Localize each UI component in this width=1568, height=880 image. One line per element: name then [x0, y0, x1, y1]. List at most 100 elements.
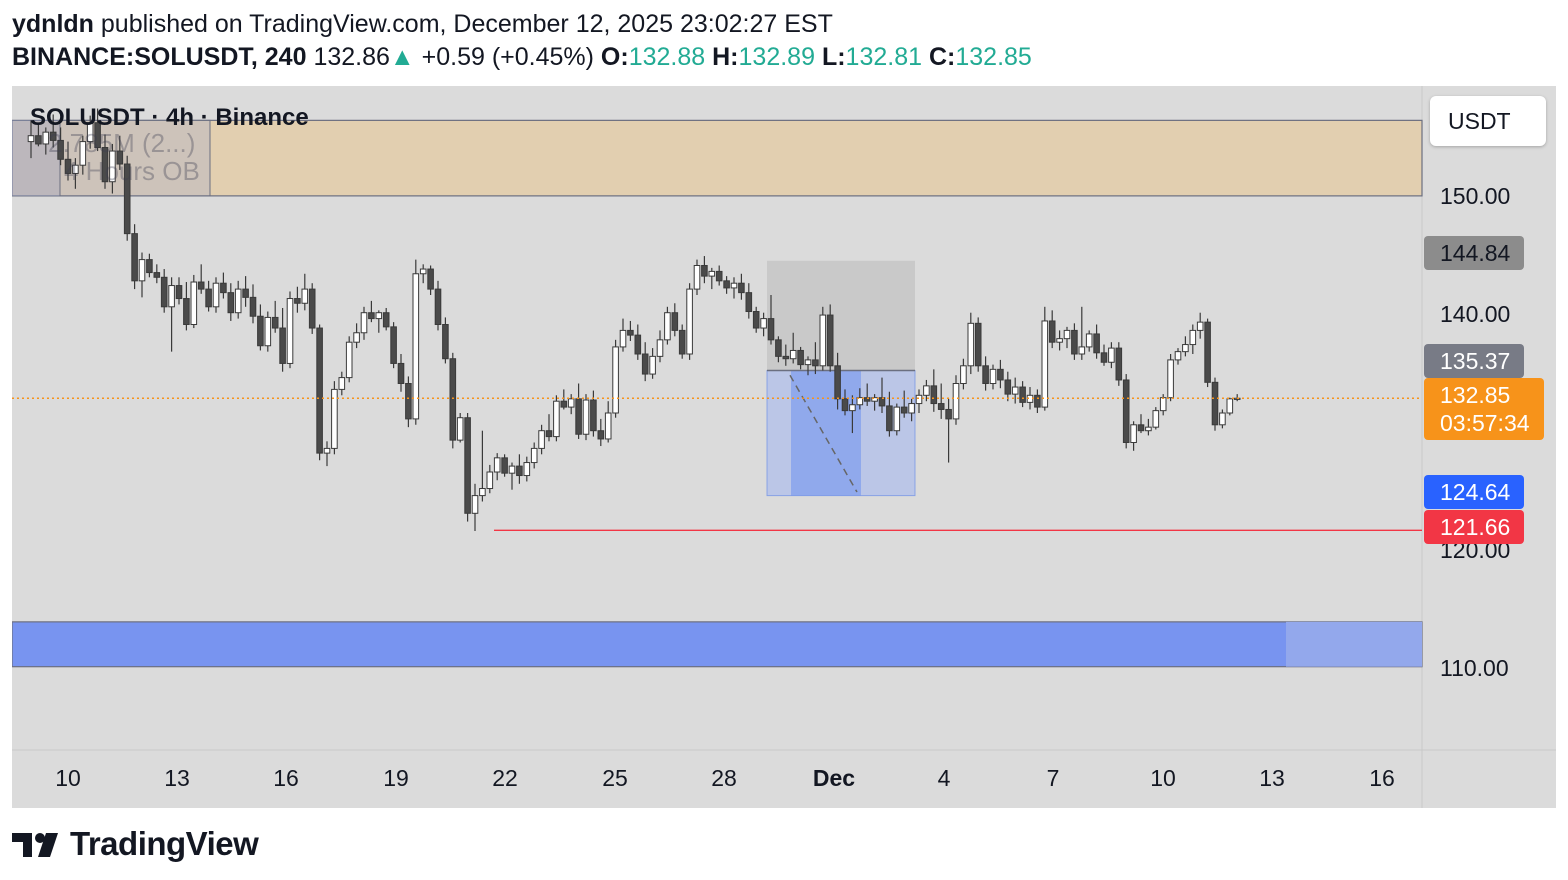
candle-bear	[279, 327, 286, 364]
candle-bull	[331, 388, 338, 449]
open-value: 132.88	[628, 43, 706, 71]
candle-bull	[1130, 424, 1137, 443]
candle-bear	[35, 135, 42, 145]
candle-bull	[523, 462, 531, 477]
symbol-label[interactable]: BINANCE:SOLUSDT, 240	[12, 43, 307, 71]
candle-bull	[730, 282, 738, 289]
candle-bull	[345, 341, 353, 379]
price-change: +0.59 (+0.45%)	[421, 43, 594, 71]
candle-bear	[405, 383, 412, 420]
candle-bull	[1189, 329, 1197, 346]
candle-bull	[419, 268, 427, 275]
candle-bull	[86, 122, 94, 143]
candle-bull	[804, 359, 812, 366]
date-tick-label: 16	[1369, 765, 1395, 791]
candle-bull	[849, 404, 856, 412]
chart-legend-title[interactable]: SOLUSDT · 4h · Binance	[30, 104, 309, 131]
candle-bear	[900, 406, 908, 414]
candle-bear	[1004, 379, 1012, 395]
candle-bear	[123, 163, 131, 235]
price-tag-prev: 135.37	[1424, 344, 1524, 378]
candle-bull	[1063, 329, 1071, 340]
candle-bear	[1048, 320, 1056, 343]
candle-bear	[634, 334, 642, 355]
candle-bear	[464, 417, 471, 514]
price-tick-label: 150.00	[1440, 183, 1510, 209]
candle-bear	[641, 353, 649, 375]
date-tick-label: 10	[1150, 765, 1176, 791]
candle-bull	[952, 383, 960, 420]
high-label: H:	[712, 43, 739, 71]
candle-bear	[382, 312, 390, 328]
date-tick-label: 10	[55, 765, 81, 791]
candle-bull	[1011, 386, 1019, 395]
chart-frame[interactable]: 150.00 140.00 120.00 110.00 10 13 16 19 22 25 28 De…	[12, 86, 1556, 808]
candle-bear	[715, 270, 723, 282]
candle-bear	[826, 314, 834, 367]
candle-bull	[1167, 359, 1174, 399]
candle-bear	[930, 385, 938, 405]
candle-bull	[286, 298, 294, 364]
candle-bull	[42, 131, 50, 145]
candle-bear	[1100, 352, 1108, 363]
candle-bull	[1159, 397, 1167, 412]
candle-bull	[538, 430, 545, 449]
close-label: C:	[928, 43, 956, 71]
candle-bear	[745, 292, 753, 313]
candle-bull	[530, 447, 538, 464]
close-value: 132.85	[955, 43, 1032, 71]
candle-bear	[220, 282, 227, 294]
candle-bull	[456, 417, 464, 441]
demand-zone	[12, 621, 1423, 668]
currency-unit-button[interactable]: USDT	[1430, 96, 1546, 146]
candle-bull	[471, 495, 479, 514]
candle-bull	[493, 457, 501, 473]
order-block-zone	[12, 119, 1423, 197]
candle-bull	[649, 355, 656, 375]
date-tick-label: 13	[1259, 765, 1285, 791]
candle-bull	[760, 318, 767, 329]
candle-bear	[701, 265, 708, 277]
ohlc-line: BINANCE:SOLUSDT, 240 132.86▲ +0.59 (+0.4…	[12, 40, 1552, 74]
candle-bear	[841, 398, 849, 412]
author-name[interactable]: ydnldn	[12, 10, 94, 38]
candle-bull	[360, 312, 368, 334]
candle-bear	[294, 298, 301, 304]
low-label: L:	[821, 43, 846, 71]
candle-bull	[1226, 398, 1234, 414]
candle-bear	[597, 430, 605, 440]
candle-bull	[656, 339, 664, 357]
low-value: 132.81	[845, 43, 923, 71]
candle-bear	[1137, 424, 1145, 432]
candle-bull	[486, 471, 494, 490]
candle-bull	[989, 368, 997, 384]
candle-bear	[160, 276, 168, 308]
candle-bear	[49, 131, 57, 141]
candle-bear	[197, 281, 205, 290]
candle-bear	[560, 400, 568, 408]
candle-bear	[937, 403, 945, 410]
candle-bear	[627, 329, 634, 336]
date-tick-label: 28	[711, 765, 737, 791]
candle-bear	[131, 233, 138, 282]
candle-bull	[1219, 412, 1226, 426]
candle-bull	[72, 164, 79, 174]
candle-bull	[893, 406, 901, 432]
candle-bull	[871, 397, 878, 402]
date-tick-label: 19	[383, 765, 409, 791]
candle-bull	[582, 399, 590, 435]
candle-bull	[619, 329, 627, 348]
candle-bear	[64, 158, 72, 174]
candle-bear	[153, 272, 161, 278]
candle-bull	[923, 385, 930, 396]
candle-bull	[508, 465, 516, 474]
price-tag-blue: 124.64	[1424, 475, 1524, 509]
tradingview-logo[interactable]: TradingView	[12, 824, 259, 864]
candle-bull	[168, 285, 175, 308]
candle-bear	[1122, 379, 1130, 443]
candle-bull	[708, 270, 716, 277]
candle-bear	[390, 326, 397, 364]
high-value: 132.89	[738, 43, 815, 71]
price-tick-label: 140.00	[1440, 301, 1510, 327]
